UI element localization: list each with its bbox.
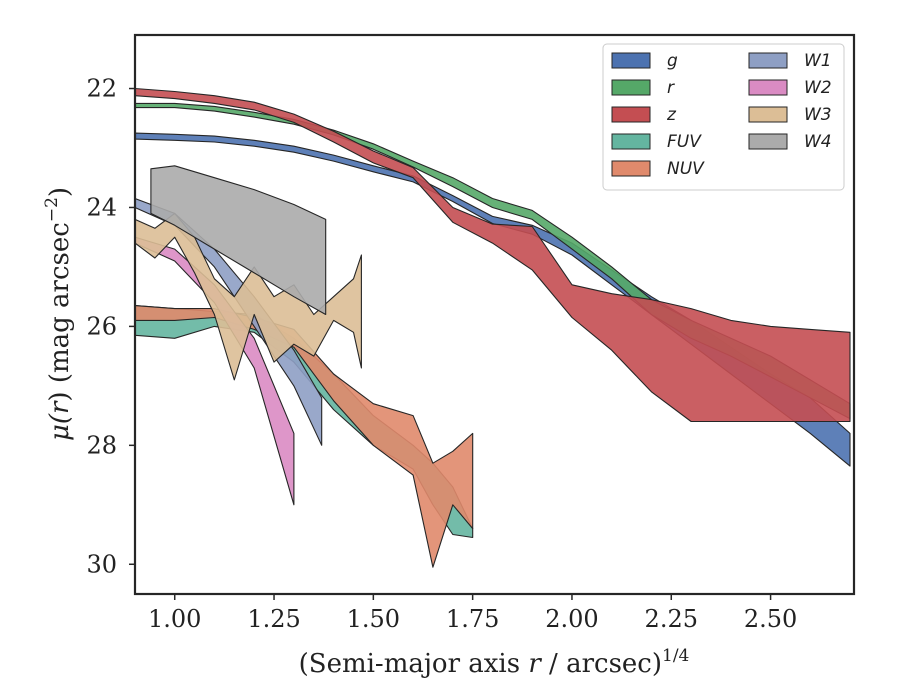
legend: grz FUV NUV W1 W2 W3 W4	[602, 43, 845, 191]
legend-label-r: r	[667, 78, 675, 98]
y-tick-label: 24	[86, 193, 117, 221]
legend-label-nuv: NUV	[667, 159, 705, 179]
x-axis-label: (Semi-major axis r / arcsec)1/4	[299, 646, 690, 679]
y-tick-label: 28	[86, 431, 117, 459]
y-axis-label-sup: −2	[42, 197, 62, 222]
legend-label-z: z	[666, 105, 677, 125]
band-w3	[135, 212, 362, 381]
band-g	[135, 132, 851, 467]
legend-swatch-w1	[748, 52, 788, 69]
x-tick-label: 1.25	[247, 605, 300, 633]
legend-swatch-fuv	[611, 133, 651, 150]
legend-swatch-z	[611, 106, 651, 123]
y-axis-label-var: r	[45, 400, 75, 414]
y-axis-label-close: )	[45, 187, 75, 197]
legend-swatch-w3	[748, 106, 788, 123]
legend-label-w2: W2	[804, 78, 832, 98]
band-group	[135, 87, 851, 568]
y-tick-label: 30	[86, 550, 117, 578]
legend-label-w3: W3	[804, 105, 832, 125]
legend-swatch-r	[611, 79, 651, 96]
legend-swatch-w4	[748, 133, 788, 150]
y-tick-label: 22	[86, 75, 117, 103]
tick-group: 1.00 1.25 1.50 1.75 2.00 2.25 2.50 22 24 26 28 30	[86, 75, 797, 633]
legend-swatch-w2	[748, 79, 788, 96]
legend-swatch-g	[611, 52, 651, 69]
plot-frame	[133, 33, 856, 596]
legend-label-w1: W1	[804, 51, 832, 71]
x-axis-label-var: r	[528, 649, 542, 679]
x-tick-label: 1.75	[446, 605, 499, 633]
y-axis-label: μ(r) (mag arcsec−2)	[42, 187, 75, 441]
x-axis-label-tail: / arcsec)	[541, 649, 662, 679]
legend-label-fuv: FUV	[667, 132, 702, 152]
legend-label-g: g	[667, 51, 678, 71]
band-w4	[150, 165, 327, 316]
x-tick-label: 2.25	[645, 605, 698, 633]
legend-label-w4: W4	[804, 132, 832, 152]
x-tick-label: 2.50	[744, 605, 797, 633]
x-tick-label: 1.50	[347, 605, 400, 633]
y-axis-label-main: μ(	[45, 413, 75, 441]
y-axis-label-tail: ) (mag arcsec	[45, 222, 75, 401]
x-axis-label-sup: 1/4	[662, 646, 689, 666]
x-axis-label-main: (Semi-major axis	[299, 649, 529, 679]
x-tick-label: 1.00	[148, 605, 201, 633]
legend-swatch-nuv	[611, 160, 651, 177]
y-tick-label: 26	[86, 312, 117, 340]
x-tick-label: 2.00	[545, 605, 598, 633]
band-z	[135, 87, 851, 423]
